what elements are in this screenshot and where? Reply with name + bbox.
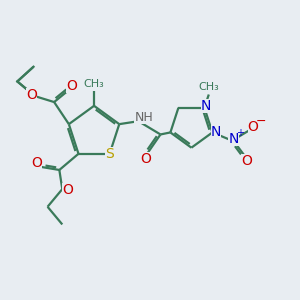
Text: +: + xyxy=(236,128,244,138)
Text: −: − xyxy=(256,115,266,128)
Text: CH₃: CH₃ xyxy=(198,82,219,92)
Text: NH: NH xyxy=(134,111,153,124)
Text: O: O xyxy=(66,80,77,94)
Text: O: O xyxy=(31,157,42,170)
Text: N: N xyxy=(228,132,239,146)
Text: CH₃: CH₃ xyxy=(84,79,104,89)
Text: S: S xyxy=(105,147,114,161)
Text: O: O xyxy=(140,152,151,166)
Text: O: O xyxy=(248,120,259,134)
Text: O: O xyxy=(26,88,37,102)
Text: N: N xyxy=(201,99,211,113)
Text: O: O xyxy=(62,183,73,197)
Text: O: O xyxy=(241,154,252,168)
Text: N: N xyxy=(211,125,221,140)
